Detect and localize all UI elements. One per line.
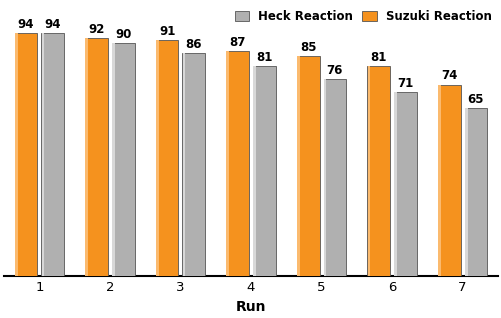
- Bar: [42, 33, 64, 276]
- Legend: Heck Reaction, Suzuki Reaction: Heck Reaction, Suzuki Reaction: [234, 10, 491, 23]
- Text: 74: 74: [440, 69, 456, 82]
- Bar: [463, 108, 486, 276]
- Bar: [182, 53, 205, 276]
- Text: 81: 81: [256, 51, 272, 64]
- Bar: [437, 85, 440, 276]
- Text: 92: 92: [88, 23, 105, 36]
- Bar: [15, 33, 38, 276]
- Bar: [323, 80, 346, 276]
- Bar: [42, 33, 44, 276]
- Bar: [367, 66, 369, 276]
- Text: 85: 85: [299, 41, 316, 54]
- Bar: [182, 53, 185, 276]
- Bar: [464, 108, 466, 276]
- Text: 94: 94: [45, 17, 61, 31]
- Bar: [226, 51, 228, 276]
- Bar: [112, 43, 115, 276]
- Bar: [437, 85, 459, 276]
- Bar: [367, 66, 389, 276]
- Bar: [296, 56, 319, 276]
- Text: 71: 71: [396, 77, 413, 90]
- Bar: [155, 40, 178, 276]
- Bar: [15, 33, 18, 276]
- Text: 86: 86: [185, 38, 202, 51]
- Text: 81: 81: [370, 51, 386, 64]
- Bar: [253, 66, 256, 276]
- Text: 91: 91: [159, 25, 175, 38]
- Text: 65: 65: [467, 93, 483, 106]
- Bar: [393, 92, 416, 276]
- Text: 94: 94: [18, 17, 34, 31]
- X-axis label: Run: Run: [235, 300, 266, 314]
- Bar: [226, 51, 248, 276]
- Bar: [85, 38, 88, 276]
- Text: 90: 90: [115, 28, 131, 41]
- Bar: [85, 38, 108, 276]
- Text: 87: 87: [229, 36, 245, 49]
- Bar: [112, 43, 134, 276]
- Bar: [394, 92, 396, 276]
- Bar: [253, 66, 275, 276]
- Text: 76: 76: [326, 64, 342, 77]
- Bar: [297, 56, 299, 276]
- Bar: [156, 40, 158, 276]
- Bar: [323, 80, 326, 276]
